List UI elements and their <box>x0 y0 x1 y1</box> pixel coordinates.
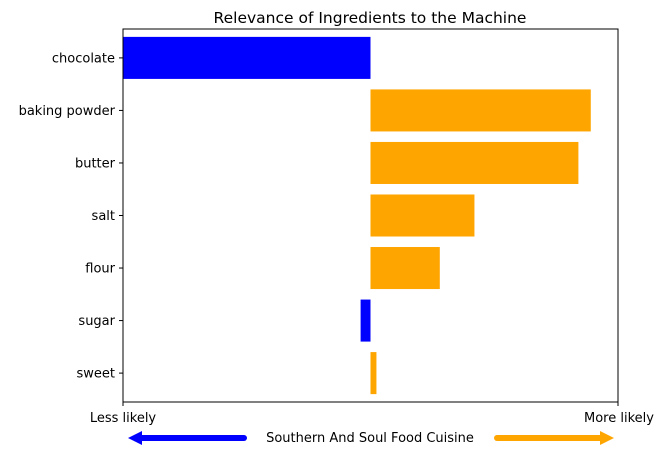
bar-butter <box>370 141 579 184</box>
y-tick-label-salt: salt <box>92 209 115 224</box>
bar-baking-powder <box>370 89 591 132</box>
y-tick-label-chocolate: chocolate <box>52 51 115 66</box>
bar-flour <box>370 247 440 290</box>
y-tick-label-butter: butter <box>75 156 116 171</box>
bar-chocolate <box>123 36 371 79</box>
y-tick-label-baking-powder: baking powder <box>19 104 116 119</box>
x-tick-label-less-likely: Less likely <box>90 411 157 426</box>
plot-frame <box>122 28 619 403</box>
y-tick-label-sweet: sweet <box>77 367 116 382</box>
cuisine-label: Southern And Soul Food Cuisine <box>266 431 474 446</box>
x-tick-label-more-likely: More likely <box>584 411 654 426</box>
right-arrow-head <box>600 431 614 445</box>
chart-title: Relevance of Ingredients to the Machine <box>214 9 527 27</box>
bar-sugar <box>360 299 371 342</box>
legend-arrows: Southern And Soul Food Cuisine <box>128 431 614 446</box>
bar-salt <box>370 194 475 237</box>
x-axis-ticks: Less likely More likely <box>90 402 654 426</box>
y-axis-ticks: chocolate baking powder butter salt flour sug… <box>19 51 123 382</box>
y-tick-label-sugar: sugar <box>78 314 115 329</box>
left-arrow-head <box>128 431 142 445</box>
bar-sweet <box>370 352 377 395</box>
bars-group <box>123 36 591 395</box>
y-tick-label-flour: flour <box>85 262 115 277</box>
